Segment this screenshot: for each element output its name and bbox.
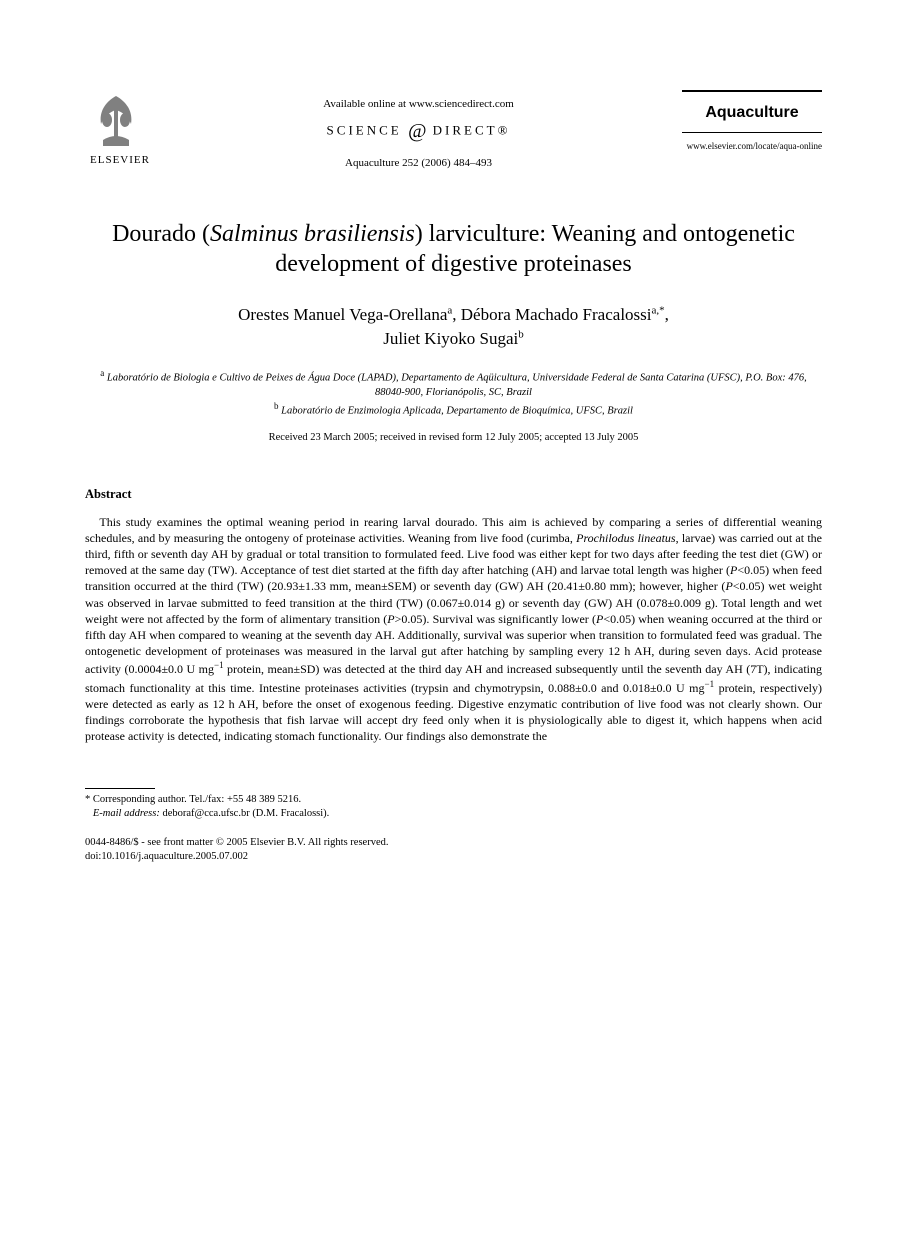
affiliations-block: a Laboratório de Biologia e Cultivo de P…: [85, 367, 822, 420]
authors-block: Orestes Manuel Vega-Orellanaa, Débora Ma…: [85, 303, 822, 351]
abs-sup2: −1: [705, 679, 715, 689]
science-direct-logo: SCIENCE @ DIRECT®: [155, 120, 682, 143]
author-3-aff: b: [518, 328, 524, 340]
doi-line: doi:10.1016/j.aquaculture.2005.07.002: [85, 851, 248, 862]
abs-sup1: −1: [214, 660, 224, 670]
publisher-logo: ELSEVIER: [85, 90, 155, 166]
abstract-body: This study examines the optimal weaning …: [85, 514, 822, 745]
journal-box: Aquaculture www.elsevier.com/locate/aqua…: [682, 90, 822, 151]
aff-b-text: Laboratório de Enzimologia Aplicada, Dep…: [279, 406, 633, 417]
science-direct-right: DIRECT®: [433, 122, 511, 137]
email-label: E-mail address:: [93, 808, 160, 819]
header-row: ELSEVIER Available online at www.science…: [85, 90, 822, 169]
corr-marker: *: [85, 794, 93, 805]
author-3: Juliet Kiyoko Sugai: [383, 329, 518, 348]
author-1: Orestes Manuel Vega-Orellana: [238, 305, 447, 324]
science-direct-left: SCIENCE: [327, 122, 402, 137]
available-online-text: Available online at www.sciencedirect.co…: [155, 98, 682, 110]
journal-url[interactable]: www.elsevier.com/locate/aqua-online: [682, 141, 822, 151]
corr-text: Corresponding author. Tel./fax: +55 48 3…: [93, 794, 301, 805]
science-direct-at-icon: @: [408, 120, 426, 142]
footer-divider: [85, 788, 155, 789]
article-dates: Received 23 March 2005; received in revi…: [85, 432, 822, 443]
abs-species1: Prochilodus lineatus: [576, 531, 675, 545]
article-title: Dourado (Salminus brasiliensis) larvicul…: [85, 219, 822, 279]
journal-name: Aquaculture: [682, 104, 822, 122]
email-value[interactable]: deboraf@cca.ufsc.br (D.M. Fracalossi).: [160, 808, 329, 819]
abs-p3: P: [387, 612, 394, 626]
aff-a-text: Laboratório de Biologia e Cultivo de Pei…: [104, 372, 807, 398]
copyright-block: 0044-8486/$ - see front matter © 2005 El…: [85, 836, 822, 864]
journal-box-border: Aquaculture: [682, 90, 822, 133]
journal-reference: Aquaculture 252 (2006) 484–493: [155, 157, 682, 169]
copyright-line: 0044-8486/$ - see front matter © 2005 El…: [85, 837, 388, 848]
abs-s5: >0.05). Survival was significantly lower…: [395, 612, 596, 626]
author-2: Débora Machado Fracalossi: [461, 305, 652, 324]
author-1-aff: a: [447, 304, 452, 316]
elsevier-tree-icon: [85, 90, 147, 152]
center-header: Available online at www.sciencedirect.co…: [155, 90, 682, 169]
publisher-name: ELSEVIER: [85, 154, 155, 166]
abstract-heading: Abstract: [85, 487, 822, 502]
corresponding-author-block: * Corresponding author. Tel./fax: +55 48…: [85, 793, 822, 821]
abs-p2: P: [725, 579, 732, 593]
title-species: Salminus brasiliensis: [210, 221, 415, 247]
title-pre: Dourado (: [112, 221, 210, 247]
author-2-aff: a,*: [652, 304, 665, 316]
